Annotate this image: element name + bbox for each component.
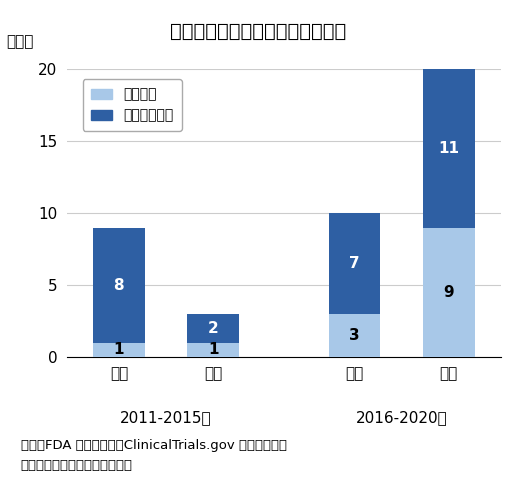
Bar [93, 228, 145, 343]
Text: 3: 3 [349, 328, 360, 343]
Text: 2011-2015年: 2011-2015年 [120, 410, 212, 425]
Text: 7: 7 [349, 256, 360, 271]
Text: 1: 1 [114, 342, 124, 358]
Bar [93, 343, 145, 357]
Bar [187, 343, 239, 357]
Text: 図４　神経系用剤のピボタル試験: 図４ 神経系用剤のピボタル試験 [170, 22, 346, 41]
Text: 2016-2020年: 2016-2020年 [356, 410, 447, 425]
Text: 2: 2 [208, 321, 218, 336]
Text: 8: 8 [114, 278, 124, 293]
Legend: 単国試験, 国際共同治験: 単国試験, 国際共同治験 [83, 79, 182, 131]
Bar [423, 228, 475, 357]
Bar [329, 314, 380, 357]
Text: 産業政策研究所にて作成: 産業政策研究所にて作成 [21, 459, 133, 472]
Bar [329, 213, 380, 314]
Text: 11: 11 [438, 141, 459, 156]
Bar [187, 314, 239, 343]
Bar [423, 69, 475, 228]
Text: 品目数: 品目数 [6, 34, 34, 49]
Text: 9: 9 [443, 285, 454, 300]
Text: 1: 1 [208, 342, 218, 358]
Text: 出所：FDA の公開情報、ClinicalTrials.gov をもとに医薬: 出所：FDA の公開情報、ClinicalTrials.gov をもとに医薬 [21, 439, 287, 452]
